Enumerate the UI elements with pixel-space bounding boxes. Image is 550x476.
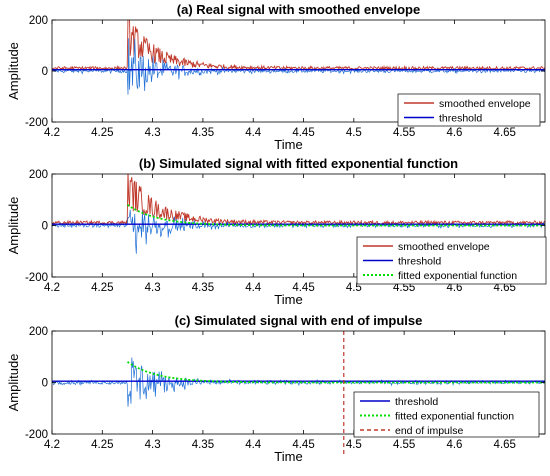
x-tick-label: 4.6 (446, 282, 462, 294)
x-axis-label: Time (274, 449, 302, 464)
x-tick-label: 4.5 (346, 282, 362, 294)
legend-label: threshold (398, 256, 441, 268)
x-tick-label: 4.6 (446, 439, 462, 451)
x-tick-label: 4.45 (292, 282, 314, 294)
x-tick-label: 4.45 (292, 127, 314, 139)
y-tick-label: -200 (25, 429, 48, 441)
x-tick-label: 4.55 (393, 282, 415, 294)
x-tick-label: 4.25 (91, 127, 113, 139)
x-tick-label: 4.65 (494, 127, 516, 139)
x-tick-label: 4.2 (44, 127, 60, 139)
y-tick-label: -200 (25, 272, 48, 284)
signal-line (52, 38, 545, 95)
envelope-line (52, 20, 545, 72)
x-tick-label: 4.65 (494, 439, 516, 451)
envelope-line (52, 174, 545, 226)
x-tick-label: 4.25 (91, 282, 113, 294)
fitted-exponential-line (127, 204, 545, 227)
x-tick-label: 4.2 (44, 439, 60, 451)
y-tick-label: -200 (25, 117, 48, 129)
x-tick-label: 4.35 (192, 127, 214, 139)
y-axis-label: Amplitude (6, 197, 21, 255)
chart-title: (c) Simulated signal with end of impulse (175, 313, 423, 328)
plot-area (52, 20, 545, 95)
x-tick-label: 4.4 (245, 127, 262, 139)
legend: threshold fitted exponential function end … (353, 391, 540, 438)
fitted-exponential-line (127, 361, 545, 384)
chart-panel-2: 4.2 4.25 4.3 4.35 4.4 4.45 4.5 4.55 4.6 4.65 -200 0… (6, 156, 547, 307)
x-axis-label: Time (274, 137, 302, 152)
x-tick-label: 4.65 (494, 282, 516, 294)
x-tick-label: 4.4 (245, 282, 262, 294)
x-tick-label: 4.3 (145, 127, 161, 139)
x-tick-label: 4.35 (192, 439, 214, 451)
x-tick-label: 4.5 (346, 439, 362, 451)
x-axis-label: Time (274, 292, 302, 307)
legend-label: threshold (439, 113, 482, 125)
y-tick-label: 200 (29, 15, 48, 27)
y-tick-label: 200 (29, 169, 48, 181)
legend: smoothed envelope threshold fitted exponen… (356, 236, 547, 285)
x-tick-label: 4.55 (393, 439, 415, 451)
legend-label: fitted exponential function (395, 411, 514, 423)
x-tick-label: 4.3 (145, 282, 161, 294)
x-tick-label: 4.35 (192, 282, 214, 294)
legend-label: fitted exponential function (398, 270, 517, 282)
x-tick-label: 4.55 (393, 127, 415, 139)
y-axis-label: Amplitude (6, 354, 21, 412)
y-tick-label: 0 (42, 221, 48, 233)
y-tick-label: 0 (42, 66, 48, 78)
y-tick-label: 0 (42, 378, 48, 390)
chart-title: (b) Simulated signal with fitted exponen… (139, 156, 458, 171)
signal-line (52, 357, 545, 407)
chart-panel-1: 4.2 4.25 4.3 4.35 4.4 4.45 4.5 4.55 4.6 4.65 -200 0… (6, 2, 546, 152)
legend-label: threshold (395, 396, 438, 408)
x-tick-label: 4.4 (245, 439, 262, 451)
legend-label: smoothed envelope (439, 98, 531, 110)
legend-label: end of impulse (395, 425, 463, 437)
legend-box (397, 93, 541, 127)
x-tick-label: 4.6 (446, 127, 462, 139)
legend: smoothed envelope threshold (397, 93, 541, 127)
x-tick-label: 4.2 (44, 282, 60, 294)
plot-area (52, 174, 545, 254)
chart-title: (a) Real signal with smoothed envelope (177, 2, 420, 17)
legend-label: smoothed envelope (398, 241, 490, 253)
x-tick-label: 4.5 (346, 127, 362, 139)
signal-line (52, 209, 545, 254)
y-axis-label: Amplitude (6, 42, 21, 100)
chart-panel-3: 4.2 4.25 4.3 4.35 4.4 4.45 4.5 4.55 4.6 4.65 -200 0… (6, 313, 546, 464)
x-tick-label: 4.45 (292, 439, 314, 451)
y-tick-label: 200 (29, 326, 48, 338)
x-tick-label: 4.3 (145, 439, 161, 451)
plot-area (52, 357, 545, 407)
x-tick-label: 4.25 (91, 439, 113, 451)
